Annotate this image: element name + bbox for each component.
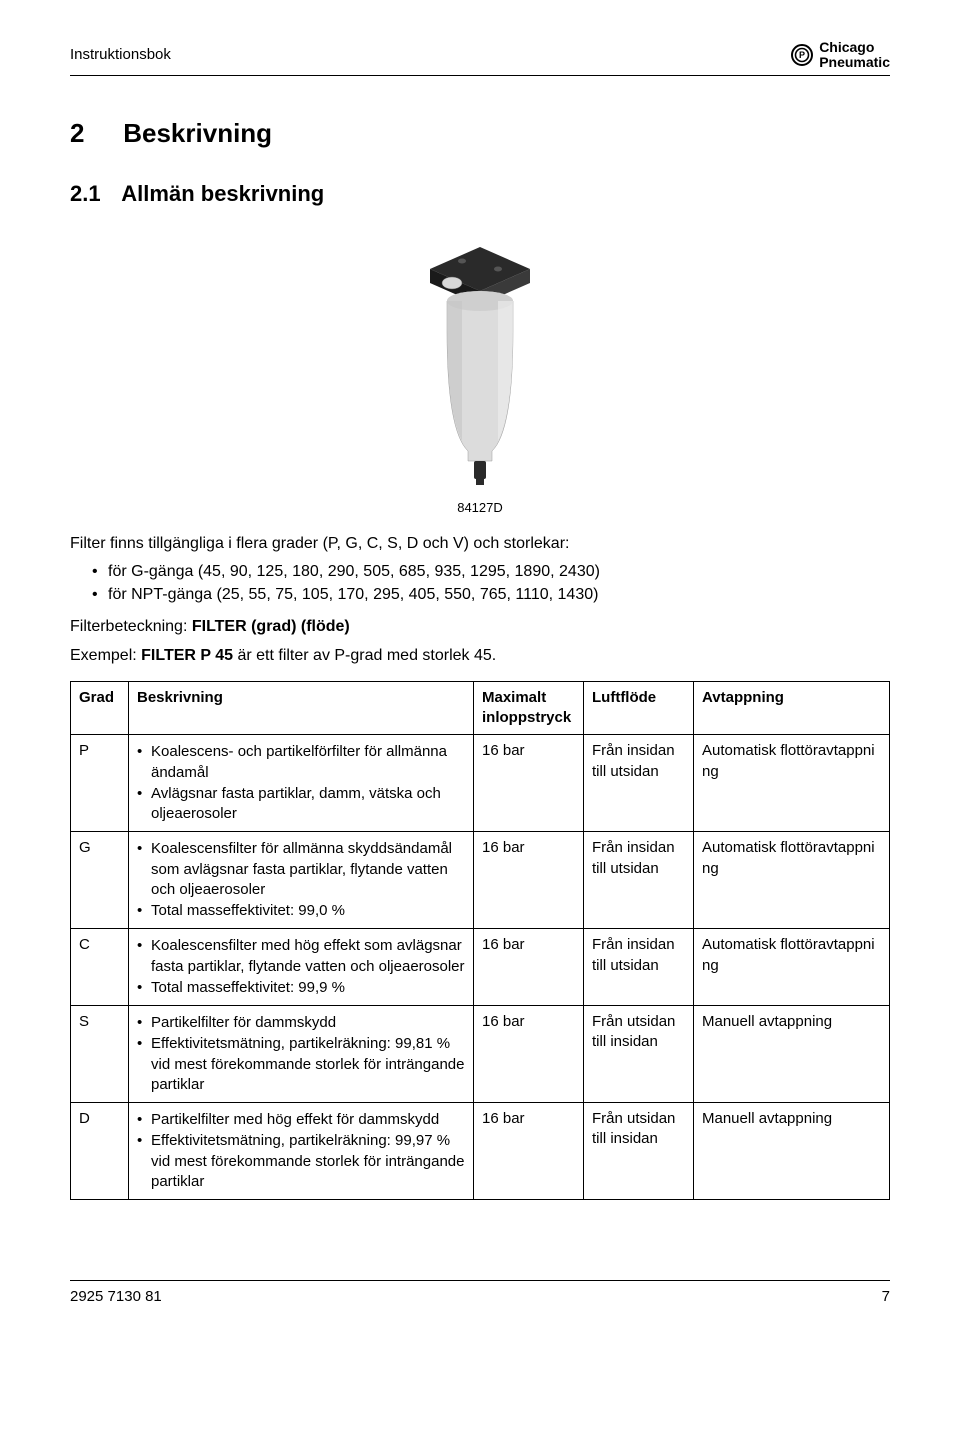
section-heading-2: 2.1 Allmän beskrivning <box>70 179 890 209</box>
designation-prefix: Filterbeteckning: <box>70 618 192 635</box>
airflow-cell: Från insidan till utsidan <box>584 735 694 832</box>
h2-title: Allmän beskrivning <box>121 181 324 206</box>
designation-bold: FILTER (grad) (flöde) <box>192 618 350 635</box>
list-item: Koalescens- och partikelförfilter för al… <box>137 742 465 783</box>
col-header: Grad <box>71 681 129 735</box>
table-row: CKoalescensfilter med hög effekt som avl… <box>71 929 890 1006</box>
drain-cell: Automatisk flottöravtappni ng <box>694 832 890 929</box>
brand-block: P Chicago Pneumatic <box>791 40 890 69</box>
airflow-cell: Från utsidan till insidan <box>584 1006 694 1103</box>
list-item: Koalescensfilter för allmänna skyddsända… <box>137 839 465 900</box>
description-cell: Partikelfilter för dammskyddEffektivitet… <box>129 1006 474 1103</box>
airflow-cell: Från utsidan till insidan <box>584 1103 694 1200</box>
designation-line: Filterbeteckning: FILTER (grad) (flöde) <box>70 616 890 638</box>
list-item: Effektivitetsmätning, partikelräkning: 9… <box>137 1034 465 1095</box>
pressure-cell: 16 bar <box>474 1103 584 1200</box>
grade-cell: S <box>71 1006 129 1103</box>
intro-bullet-list: för G-gänga (45, 90, 125, 180, 290, 505,… <box>70 561 890 606</box>
drain-cell: Manuell avtappning <box>694 1006 890 1103</box>
h2-number: 2.1 <box>70 179 116 209</box>
list-item: Avlägsnar fasta partiklar, damm, vätska … <box>137 784 465 825</box>
example-suffix: är ett filter av P-grad med storlek 45. <box>233 647 496 664</box>
description-list: Partikelfilter för dammskyddEffektivitet… <box>137 1013 465 1095</box>
h1-number: 2 <box>70 116 116 151</box>
brand-name: Chicago Pneumatic <box>819 40 890 69</box>
drain-cell: Manuell avtappning <box>694 1103 890 1200</box>
h1-title: Beskrivning <box>123 118 272 148</box>
list-item: Effektivitetsmätning, partikelräkning: 9… <box>137 1131 465 1192</box>
brand-line-1: Chicago <box>819 39 874 55</box>
intro-text: Filter finns tillgängliga i flera grader… <box>70 533 890 555</box>
example-prefix: Exempel: <box>70 647 141 664</box>
filter-illustration-icon <box>390 229 570 489</box>
description-cell: Koalescensfilter med hög effekt som avlä… <box>129 929 474 1006</box>
list-item: Partikelfilter med hög effekt för dammsk… <box>137 1110 465 1130</box>
col-header: Luftflöde <box>584 681 694 735</box>
grade-cell: G <box>71 832 129 929</box>
svg-text:P: P <box>799 50 805 60</box>
list-item: för G-gänga (45, 90, 125, 180, 290, 505,… <box>92 561 890 583</box>
list-item: Koalescensfilter med hög effekt som avlä… <box>137 936 465 977</box>
description-list: Partikelfilter med hög effekt för dammsk… <box>137 1110 465 1192</box>
footer-doc-number: 2925 7130 81 <box>70 1287 162 1307</box>
list-item: Total masseffektivitet: 99,9 % <box>137 978 465 998</box>
description-cell: Partikelfilter med hög effekt för dammsk… <box>129 1103 474 1200</box>
pressure-cell: 16 bar <box>474 929 584 1006</box>
list-item: Total masseffektivitet: 99,0 % <box>137 901 465 921</box>
page-footer: 2925 7130 81 7 <box>70 1280 890 1307</box>
drain-cell: Automatisk flottöravtappni ng <box>694 735 890 832</box>
drain-cell: Automatisk flottöravtappni ng <box>694 929 890 1006</box>
example-line: Exempel: FILTER P 45 är ett filter av P-… <box>70 645 890 667</box>
description-list: Koalescens- och partikelförfilter för al… <box>137 742 465 824</box>
table-row: D Partikelfilter med hög effekt för damms… <box>71 1103 890 1200</box>
airflow-cell: Från insidan till utsidan <box>584 832 694 929</box>
page-header: Instruktionsbok P Chicago Pneumatic <box>70 40 890 76</box>
col-header: Beskrivning <box>129 681 474 735</box>
brand-line-2: Pneumatic <box>819 54 890 70</box>
col-header: Avtappning <box>694 681 890 735</box>
grade-cell: D <box>71 1103 129 1200</box>
col-header: Maximalt inloppstryck <box>474 681 584 735</box>
pressure-cell: 16 bar <box>474 735 584 832</box>
footer-page-number: 7 <box>882 1287 890 1307</box>
pressure-cell: 16 bar <box>474 832 584 929</box>
table-row: GKoalescensfilter för allmänna skyddsänd… <box>71 832 890 929</box>
airflow-cell: Från insidan till utsidan <box>584 929 694 1006</box>
product-figure: 84127D <box>70 229 890 517</box>
grade-cell: P <box>71 735 129 832</box>
table-row: SPartikelfilter för dammskyddEffektivite… <box>71 1006 890 1103</box>
list-item: för NPT-gänga (25, 55, 75, 105, 170, 295… <box>92 584 890 606</box>
description-cell: Koalescens- och partikelförfilter för al… <box>129 735 474 832</box>
pressure-cell: 16 bar <box>474 1006 584 1103</box>
brand-logo-icon: P <box>791 44 813 66</box>
description-cell: Koalescensfilter för allmänna skyddsända… <box>129 832 474 929</box>
description-list: Koalescensfilter med hög effekt som avlä… <box>137 936 465 998</box>
table-row: PKoalescens- och partikelförfilter för a… <box>71 735 890 832</box>
description-list: Koalescensfilter för allmänna skyddsända… <box>137 839 465 921</box>
table-header-row: Grad Beskrivning Maximalt inloppstryck L… <box>71 681 890 735</box>
section-heading-1: 2 Beskrivning <box>70 116 890 151</box>
figure-caption: 84127D <box>70 499 890 517</box>
example-bold: FILTER P 45 <box>141 647 233 664</box>
grade-cell: C <box>71 929 129 1006</box>
header-doc-title: Instruktionsbok <box>70 45 171 65</box>
filter-grade-table: Grad Beskrivning Maximalt inloppstryck L… <box>70 681 890 1200</box>
list-item: Partikelfilter för dammskydd <box>137 1013 465 1033</box>
